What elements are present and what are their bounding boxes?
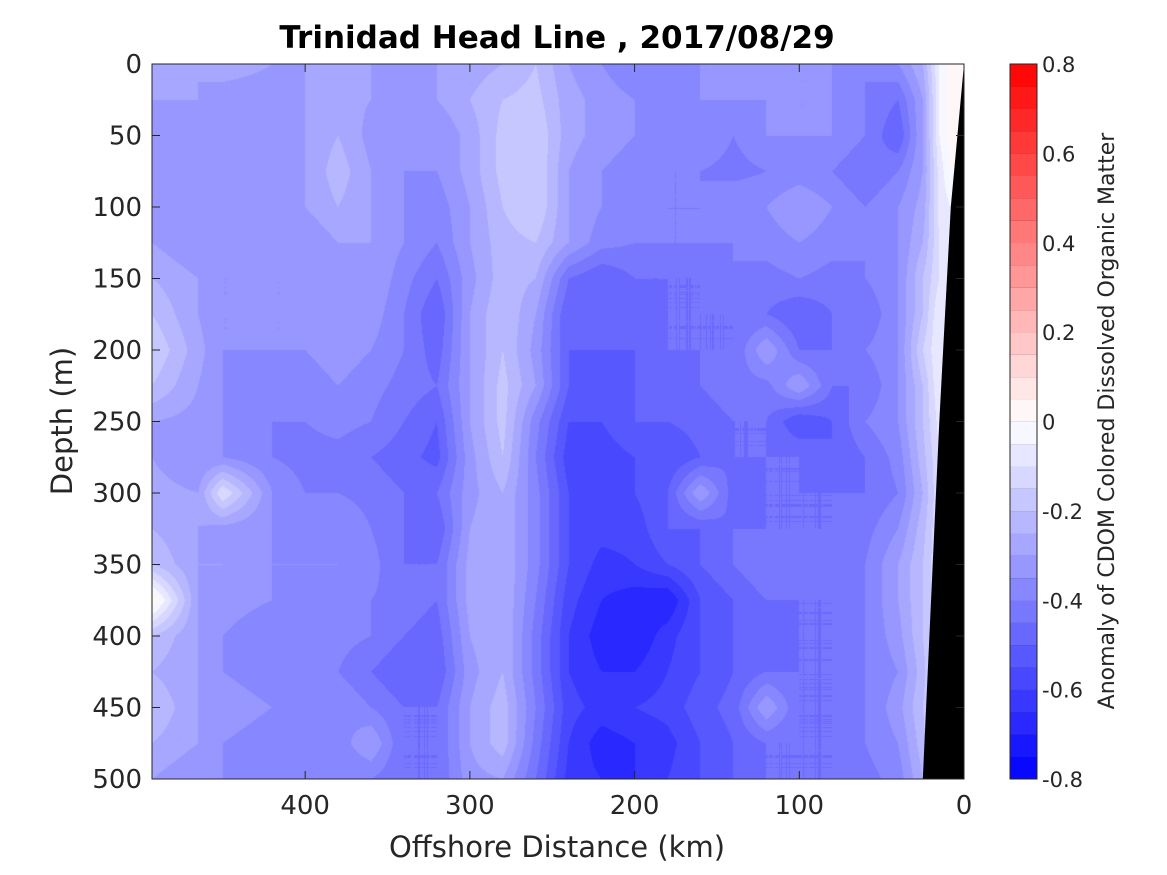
y-tick-label: 400 bbox=[92, 622, 142, 652]
x-tick-label: 300 bbox=[445, 791, 495, 821]
x-tick-label: 400 bbox=[280, 791, 330, 821]
x-axis-ticks: 400 300 200 100 0 bbox=[280, 64, 972, 821]
colorbar-ticks: 0.8 0.6 0.4 0.2 0 -0.2 -0.4 -0.6 -0.8 bbox=[1042, 53, 1083, 792]
colorbar-frame bbox=[1009, 63, 1038, 780]
plot-area bbox=[151, 63, 965, 780]
colorbar-swatch bbox=[1010, 220, 1037, 244]
y-tick-label: 50 bbox=[109, 122, 142, 152]
colorbar-swatch bbox=[1010, 86, 1037, 109]
colorbar-swatch bbox=[1010, 443, 1037, 467]
colorbar-swatch bbox=[1010, 108, 1037, 132]
y-tick-label: 0 bbox=[125, 50, 142, 80]
colorbar-tick-label: 0.4 bbox=[1042, 232, 1075, 256]
colorbar-swatch bbox=[1010, 577, 1037, 601]
colorbar-swatch bbox=[1010, 667, 1037, 690]
colorbar-swatch bbox=[1010, 376, 1037, 400]
y-tick-label: 450 bbox=[92, 694, 142, 724]
y-tick-label: 500 bbox=[92, 765, 142, 795]
colorbar-swatch bbox=[1010, 600, 1037, 623]
y-axis-ticks: 0 50 100 150 200 250 300 350 400 450 500 bbox=[92, 50, 964, 795]
colorbar-swatch bbox=[1010, 644, 1037, 668]
colorbar-tick-label: -0.8 bbox=[1042, 768, 1083, 792]
colorbar-tick-label: -0.2 bbox=[1042, 500, 1083, 524]
colorbar-swatch bbox=[1010, 265, 1037, 288]
colorbar-swatch bbox=[1010, 756, 1037, 780]
colorbar-tick-label: 0 bbox=[1042, 411, 1055, 435]
colorbar: 0.8 0.6 0.4 0.2 0 -0.2 -0.4 -0.6 -0.8 Anomaly of… bbox=[1009, 53, 1120, 792]
colorbar-swatch bbox=[1010, 421, 1037, 445]
anomaly-field bbox=[152, 64, 964, 779]
colorbar-swatch bbox=[1010, 689, 1037, 713]
colorbar-swatch bbox=[1010, 287, 1037, 311]
x-tick-label: 100 bbox=[774, 791, 824, 821]
colorbar-swatch bbox=[1010, 711, 1037, 735]
colorbar-tick-label: 0.6 bbox=[1042, 142, 1075, 166]
colorbar-swatch bbox=[1010, 153, 1037, 177]
colorbar-swatch bbox=[1010, 622, 1037, 646]
colorbar-swatch bbox=[1010, 354, 1037, 378]
bathymetry-mask bbox=[922, 64, 964, 779]
colorbar-swatch bbox=[1010, 175, 1037, 199]
y-tick-label: 150 bbox=[92, 265, 142, 295]
colorbar-swatch bbox=[1010, 131, 1037, 154]
colorbar-swatch bbox=[1010, 399, 1037, 422]
chart-title: Trinidad Head Line , 2017/08/29 bbox=[279, 20, 834, 56]
colorbar-swatch bbox=[1010, 332, 1037, 355]
y-tick-label: 350 bbox=[92, 551, 142, 581]
colorbar-swatch bbox=[1010, 533, 1037, 556]
x-axis-label: Offshore Distance (km) bbox=[389, 830, 725, 864]
x-tick-label: 0 bbox=[956, 791, 973, 821]
x-tick-label: 200 bbox=[610, 791, 660, 821]
y-tick-label: 200 bbox=[92, 336, 142, 366]
colorbar-swatch bbox=[1010, 466, 1037, 489]
y-axis-label: Depth (m) bbox=[45, 347, 79, 495]
colorbar-swatch bbox=[1010, 510, 1037, 534]
colorbar-swatch bbox=[1010, 198, 1037, 221]
y-tick-label: 250 bbox=[92, 408, 142, 438]
y-tick-label: 100 bbox=[92, 193, 142, 223]
colorbar-tick-label: -0.4 bbox=[1042, 589, 1083, 613]
y-tick-label: 300 bbox=[92, 479, 142, 509]
colorbar-label: Anomaly of CDOM Colored Dissolved Organi… bbox=[1095, 132, 1120, 710]
colorbar-swatch bbox=[1010, 555, 1037, 579]
colorbar-swatch bbox=[1010, 64, 1037, 87]
colorbar-swatches bbox=[1010, 63, 1037, 780]
colorbar-tick-label: 0.8 bbox=[1042, 53, 1075, 77]
colorbar-swatch bbox=[1010, 488, 1037, 512]
colorbar-tick-label: -0.6 bbox=[1042, 679, 1083, 703]
colorbar-swatch bbox=[1010, 242, 1037, 266]
colorbar-tick-label: 0.2 bbox=[1042, 321, 1075, 345]
colorbar-swatch bbox=[1010, 734, 1037, 757]
colorbar-swatch bbox=[1010, 309, 1037, 333]
